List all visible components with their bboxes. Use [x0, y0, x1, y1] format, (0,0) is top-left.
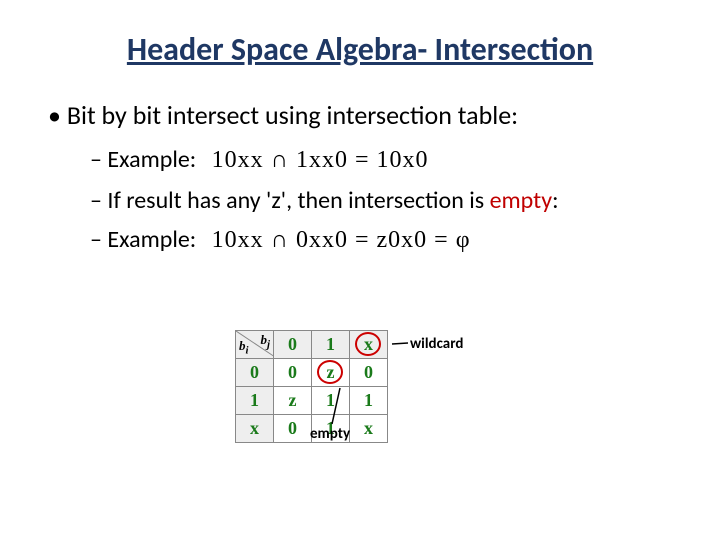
example-1: Example: 10xx ∩ 1xx0 = 10x0	[90, 143, 680, 178]
empty-callout: empty	[310, 425, 350, 443]
corner-cell: bi bj	[236, 331, 274, 359]
cell-1-0: z	[274, 387, 312, 415]
row-header-0: 0	[236, 359, 274, 387]
slide-title: Header Space Algebra- Intersection	[40, 30, 680, 69]
cell-1-1: 1	[312, 387, 350, 415]
wildcard-callout: wildcard	[410, 335, 463, 353]
empty-word: empty	[490, 186, 553, 215]
cell-0-0: 0	[274, 359, 312, 387]
main-bullet: Bit by bit intersect using intersection …	[40, 99, 680, 131]
cell-2-2: x	[350, 415, 388, 443]
empty-rule-suffix: :	[552, 186, 558, 215]
bi-label: bi	[239, 338, 249, 357]
empty-rule: If result has any 'z', then intersection…	[90, 184, 680, 218]
col-header-x: x	[350, 331, 388, 359]
example-1-math: 10xx ∩ 1xx0 = 10x0	[212, 144, 429, 178]
example-1-label: Example:	[107, 145, 196, 174]
row-header-1: 1	[236, 387, 274, 415]
col-header-0: 0	[274, 331, 312, 359]
col-header-1: 1	[312, 331, 350, 359]
example-2-label: Example:	[107, 225, 196, 254]
cell-0-1: z	[312, 359, 350, 387]
example-2: Example: 10xx ∩ 0xx0 = z0x0 = φ	[90, 223, 680, 258]
cell-0-2: 0	[350, 359, 388, 387]
row-header-x: x	[236, 415, 274, 443]
cell-2-0: 0	[274, 415, 312, 443]
callout-arrows	[0, 0, 720, 540]
bj-label: bj	[260, 332, 270, 351]
empty-rule-prefix: If result has any 'z', then intersection…	[107, 186, 489, 215]
cell-1-2: 1	[350, 387, 388, 415]
example-2-math: 10xx ∩ 0xx0 = z0x0 = φ	[212, 224, 471, 258]
